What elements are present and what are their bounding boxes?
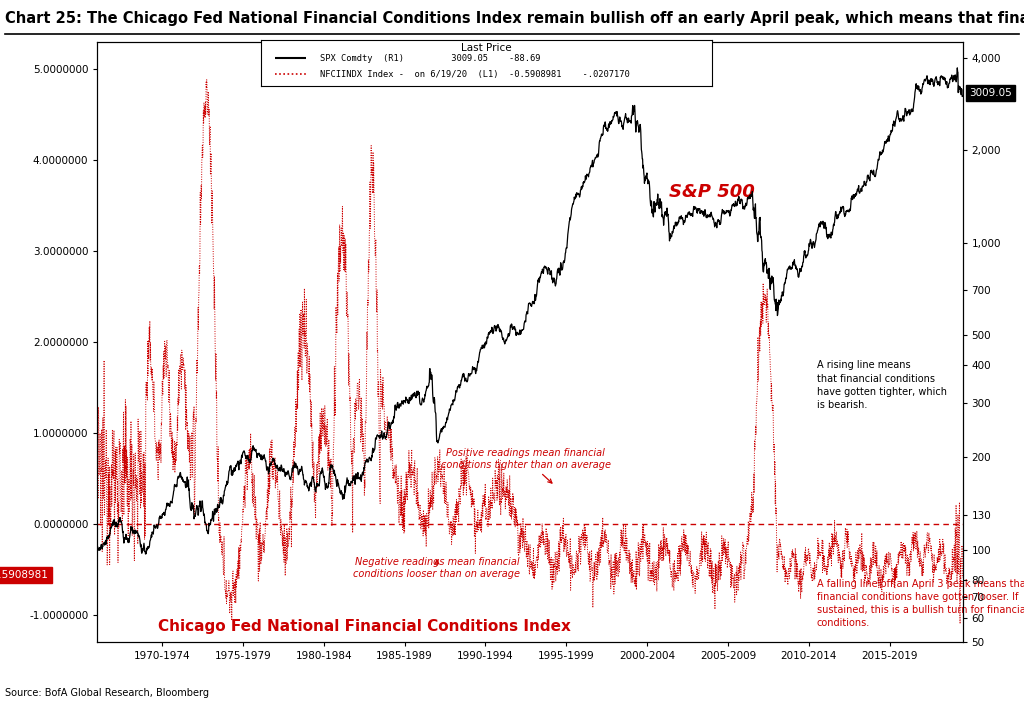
Text: Chicago Fed National Financial Conditions Index: Chicago Fed National Financial Condition… (158, 619, 570, 635)
Text: NFCIINDX Index -  on 6/19/20  (L1)  -0.5908981    -.0207170: NFCIINDX Index - on 6/19/20 (L1) -0.5908… (319, 69, 630, 79)
Text: Positive readings mean financial
conditions tighter than on average: Positive readings mean financial conditi… (441, 448, 611, 483)
Text: S&P 500: S&P 500 (669, 183, 755, 201)
Text: SPX Comdty  (R1)         3009.05    -88.69: SPX Comdty (R1) 3009.05 -88.69 (319, 54, 541, 62)
Text: A rising line means
that financial conditions
have gotten tighter, which
is bear: A rising line means that financial condi… (817, 360, 947, 410)
Text: Source: BofA Global Research, Bloomberg: Source: BofA Global Research, Bloomberg (5, 689, 209, 698)
Text: 3009.05: 3009.05 (970, 88, 1013, 98)
Text: Last Price: Last Price (461, 44, 512, 53)
Text: Chart 25: The Chicago Fed National Financial Conditions Index remain bullish off: Chart 25: The Chicago Fed National Finan… (5, 11, 1024, 25)
Text: Negative readings mean financial
conditions looser than on average: Negative readings mean financial conditi… (353, 557, 520, 579)
Text: -0.5908981: -0.5908981 (0, 570, 49, 580)
Text: A falling line off an April 3 peak means that
financial conditions have gotten l: A falling line off an April 3 peak means… (817, 578, 1024, 628)
